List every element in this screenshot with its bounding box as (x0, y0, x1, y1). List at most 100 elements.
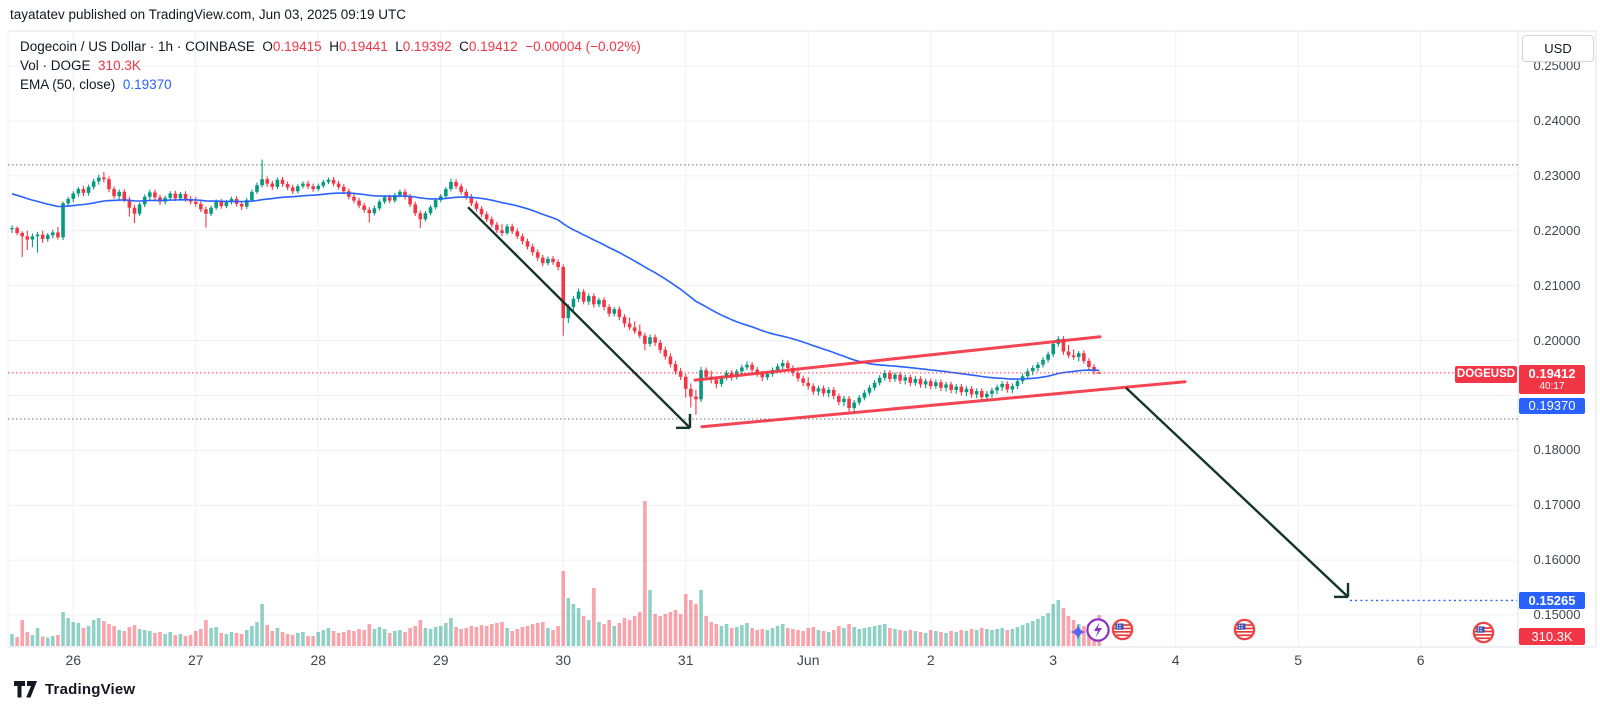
volume-bar (40, 636, 45, 646)
candle-body (117, 191, 121, 197)
candle-body (250, 191, 254, 201)
time-axis-label: 26 (65, 652, 82, 668)
candle-body (433, 200, 438, 208)
volume-bar (316, 632, 321, 646)
candle-body (280, 179, 285, 185)
ema-line (11, 192, 1100, 380)
volume-bar (740, 625, 744, 646)
legend-symbol-row[interactable]: Dogecoin / US Dollar · 1h · COINBASE O0.… (20, 37, 641, 56)
candle-body (275, 179, 280, 187)
economic-event-flag-icon[interactable] (1111, 618, 1134, 646)
volume-bar (632, 616, 637, 646)
economic-event-flag-icon[interactable] (1233, 618, 1256, 646)
tradingview-logo-text: TradingView (45, 681, 136, 698)
change-value: −0.00004 (−0.02%) (525, 39, 641, 54)
candle-body (571, 298, 576, 308)
volume-bar (66, 618, 70, 646)
candle-body (158, 197, 162, 202)
volume-bar (877, 625, 882, 646)
candle-body (760, 373, 765, 378)
volume-bar (724, 624, 729, 646)
candle-body (668, 356, 673, 365)
signal-lightning-icon[interactable] (1085, 617, 1111, 648)
candle-body (683, 376, 688, 389)
legend-volume-row[interactable]: Vol · DOGE 310.3K (20, 56, 641, 75)
chart-legend[interactable]: Dogecoin / US Dollar · 1h · COINBASE O0.… (20, 37, 641, 94)
volume-bar (91, 620, 96, 646)
volume-bar (250, 626, 254, 646)
volume-bar (296, 633, 300, 646)
volume-bar (541, 622, 545, 646)
volume-bar (893, 629, 897, 646)
candle-body (107, 179, 111, 190)
volume-bar (837, 626, 841, 646)
candle-body (122, 191, 127, 200)
candle-body (535, 252, 540, 258)
volume-bar (377, 627, 382, 646)
volume-bar (592, 588, 596, 646)
volume-label: Vol · DOGE (20, 58, 91, 73)
volume-bar (204, 620, 208, 646)
candle-body (418, 213, 423, 220)
channel-line-upper[interactable] (693, 335, 1102, 382)
candle-body (168, 193, 173, 198)
volume-bar (831, 630, 836, 646)
symbol-price-tag: DOGEUSD (1455, 366, 1517, 383)
candle-body (979, 391, 984, 398)
volume-bar (719, 626, 724, 646)
candle-body (765, 374, 770, 378)
candle-body (148, 192, 152, 197)
price-tick-label: 0.16000 (1533, 552, 1581, 568)
ohlc-low-value: 0.19392 (402, 39, 452, 54)
time-axis-label: 3 (1049, 652, 1058, 668)
candle-body (449, 181, 453, 190)
volume-bar (673, 610, 678, 646)
candle-body (459, 186, 463, 192)
candle-body (1005, 383, 1010, 390)
candle-body (239, 203, 244, 207)
candle-body (576, 291, 581, 299)
candle-body (1010, 386, 1015, 390)
volume-bar (449, 618, 453, 646)
candle-body (311, 186, 315, 190)
last-price-value: 0.19412 (1528, 366, 1576, 381)
candle-body (622, 316, 627, 324)
candle-body (928, 381, 933, 387)
volume-bar (1041, 616, 1045, 646)
volume-bar (239, 634, 244, 646)
candle-body (1092, 366, 1096, 372)
projection-arrow[interactable] (1125, 386, 1349, 598)
channel-line-lower[interactable] (700, 380, 1187, 429)
candle-body (15, 228, 19, 233)
currency-toggle-button[interactable]: USD (1522, 35, 1594, 62)
volume-bar (780, 624, 785, 646)
legend-ema-row[interactable]: EMA (50, close) 0.19370 (20, 75, 641, 94)
tradingview-logo[interactable]: TradingView (14, 681, 135, 698)
candle-body (1087, 360, 1091, 367)
candle-body (857, 397, 862, 403)
volume-bar (25, 632, 30, 646)
volume-bar (61, 612, 65, 646)
time-axis-label: 5 (1294, 652, 1303, 668)
candle-body (244, 200, 249, 207)
economic-event-flag-icon[interactable] (1472, 621, 1495, 649)
candle-body (403, 191, 407, 197)
sparkle-icon[interactable] (1070, 624, 1086, 645)
candle-body (382, 197, 387, 202)
candle-body (837, 395, 841, 403)
volume-bar (51, 636, 55, 646)
candle-body (464, 191, 469, 197)
price-tick-label: 0.24000 (1533, 113, 1581, 128)
candle-body (500, 230, 504, 233)
volume-bar (1056, 600, 1061, 646)
ohlc-close-label: C (459, 39, 469, 54)
candle-body (362, 205, 366, 210)
candle-body (35, 234, 40, 237)
candle-body (137, 204, 142, 214)
downtrend-arrow[interactable] (467, 206, 691, 429)
candle-body (699, 370, 703, 400)
price-tick-label: 0.18000 (1533, 442, 1581, 458)
candle-body (658, 342, 663, 350)
volume-bar (985, 629, 989, 646)
